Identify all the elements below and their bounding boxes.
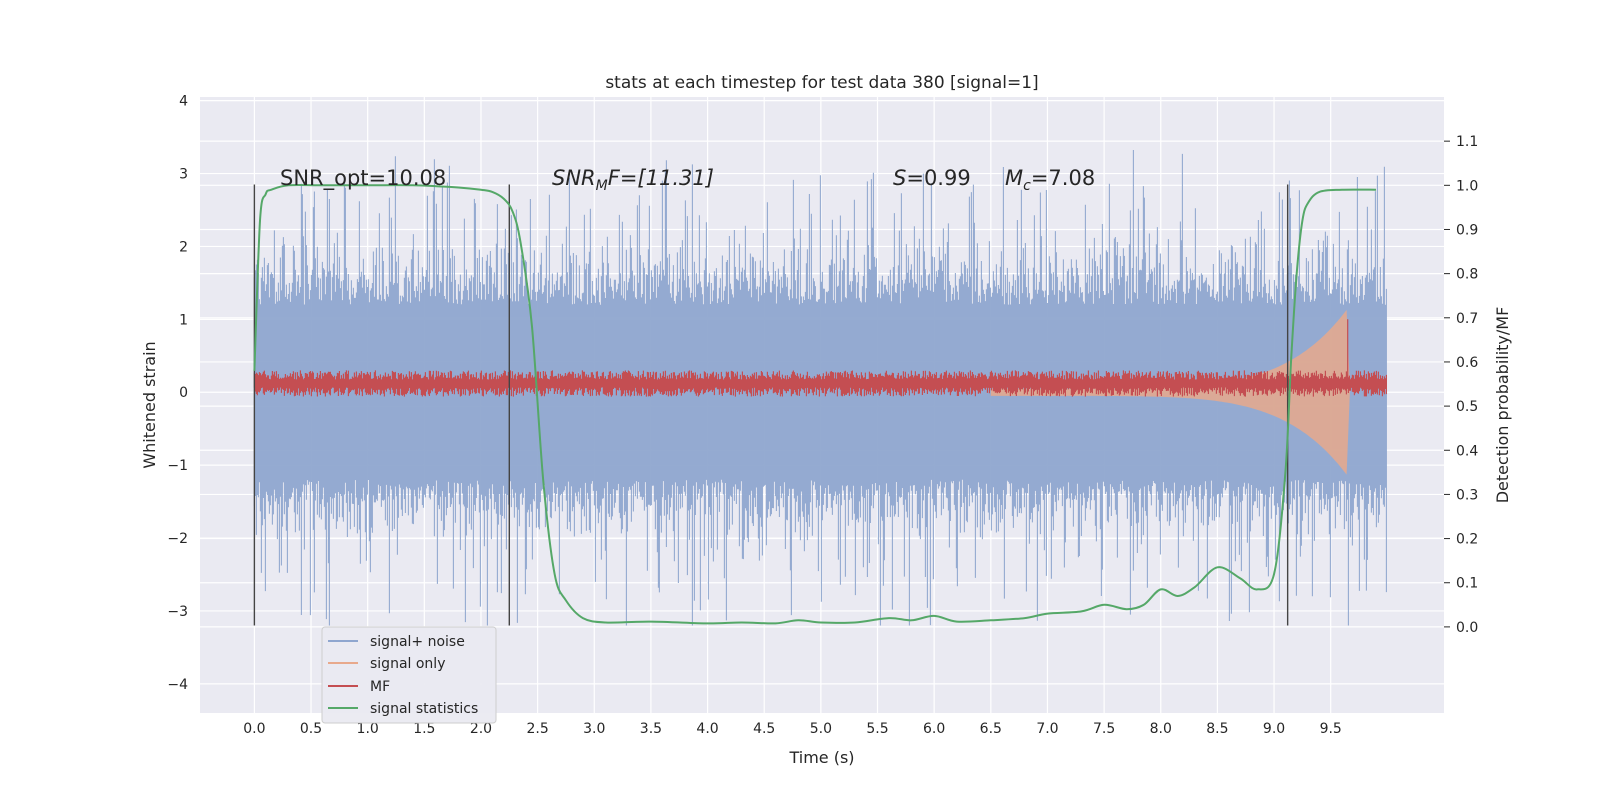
x-tick-label: 9.5 bbox=[1320, 721, 1342, 737]
x-tick-label: 7.0 bbox=[1036, 721, 1058, 737]
x-tick-label: 6.5 bbox=[980, 721, 1002, 737]
y-right-tick-label: 1.1 bbox=[1456, 134, 1478, 150]
x-tick-label: 3.5 bbox=[640, 721, 662, 737]
y-right-tick-label: 0.7 bbox=[1456, 311, 1478, 327]
x-tick-label: 4.5 bbox=[753, 721, 775, 737]
y-left-tick-label: 4 bbox=[179, 94, 188, 110]
y-axis-label-right: Detection probability/MF bbox=[1493, 307, 1512, 504]
x-tick-label: 1.5 bbox=[413, 721, 435, 737]
annotation-mc: Mc=7.08 bbox=[1005, 166, 1095, 194]
y-right-tick-label: 0.5 bbox=[1456, 399, 1478, 415]
legend-label-signal-only: signal only bbox=[370, 656, 445, 672]
x-tick-label: 8.5 bbox=[1206, 721, 1228, 737]
y-left-tick-label: 2 bbox=[179, 239, 188, 255]
y-right-tick-label: 1.0 bbox=[1456, 178, 1478, 194]
legend: signal+ noise signal only MF signal stat… bbox=[321, 626, 497, 724]
y-right-tick-label: 0.8 bbox=[1456, 267, 1478, 283]
vertical-markers bbox=[253, 184, 1289, 626]
x-tick-label: 0.5 bbox=[300, 721, 322, 737]
y-left-tick-label: −4 bbox=[167, 677, 188, 693]
x-tick-label: 4.0 bbox=[696, 721, 718, 737]
signal-statistics-line bbox=[253, 183, 1377, 625]
x-axis-label: Time (s) bbox=[788, 748, 854, 767]
annotation-snr-mf: SNRMF=[11.31] bbox=[552, 166, 714, 194]
x-tick-label: 7.5 bbox=[1093, 721, 1115, 737]
x-tick-label: 3.0 bbox=[583, 721, 605, 737]
y-right-tick-label: 0.4 bbox=[1456, 443, 1478, 459]
y-left-tick-label: −3 bbox=[167, 604, 188, 620]
x-tick-label: 6.0 bbox=[923, 721, 945, 737]
x-tick-label: 9.0 bbox=[1263, 721, 1285, 737]
y-right-tick-label: 0.6 bbox=[1456, 355, 1478, 371]
signal-statistics-series bbox=[253, 183, 1377, 625]
y-left-tick-label: −1 bbox=[167, 458, 188, 474]
y-right-tick-label: 0.1 bbox=[1456, 576, 1478, 592]
y-left-tick-label: 3 bbox=[179, 167, 188, 183]
annotation-s: S=0.99 bbox=[893, 166, 971, 190]
x-tick-label: 1.0 bbox=[357, 721, 379, 737]
x-tick-label: 0.0 bbox=[243, 721, 265, 737]
annotation-snr-opt: SNR_opt=10.08 bbox=[280, 166, 446, 191]
y-axis-label-left: Whitened strain bbox=[140, 341, 159, 468]
legend-box bbox=[321, 626, 497, 724]
legend-label-noise: signal+ noise bbox=[370, 634, 465, 650]
y-right-tick-label: 0.0 bbox=[1456, 620, 1478, 636]
x-tick-label: 2.0 bbox=[470, 721, 492, 737]
x-tick-label: 2.5 bbox=[526, 721, 548, 737]
y-right-tick-label: 0.2 bbox=[1456, 532, 1478, 548]
y-left-tick-label: 0 bbox=[179, 385, 188, 401]
y-right-tick-label: 0.3 bbox=[1456, 487, 1478, 503]
x-tick-label: 5.5 bbox=[866, 721, 888, 737]
chart-title: stats at each timestep for test data 380… bbox=[605, 73, 1038, 93]
x-tick-label: 8.0 bbox=[1150, 721, 1172, 737]
legend-label-mf: MF bbox=[370, 679, 390, 695]
y-left-tick-label: 1 bbox=[179, 312, 188, 328]
tick-labels: 0.0 0.5 1.0 1.5 2.0 2.5 3.0 3.5 4.0 4.5 5.0 5.5 6.0 6… bbox=[167, 94, 1478, 737]
x-tick-label: 5.0 bbox=[810, 721, 832, 737]
y-right-tick-label: 0.9 bbox=[1456, 222, 1478, 238]
legend-label-stats: signal statistics bbox=[370, 701, 478, 717]
y-left-tick-label: −2 bbox=[167, 531, 188, 547]
